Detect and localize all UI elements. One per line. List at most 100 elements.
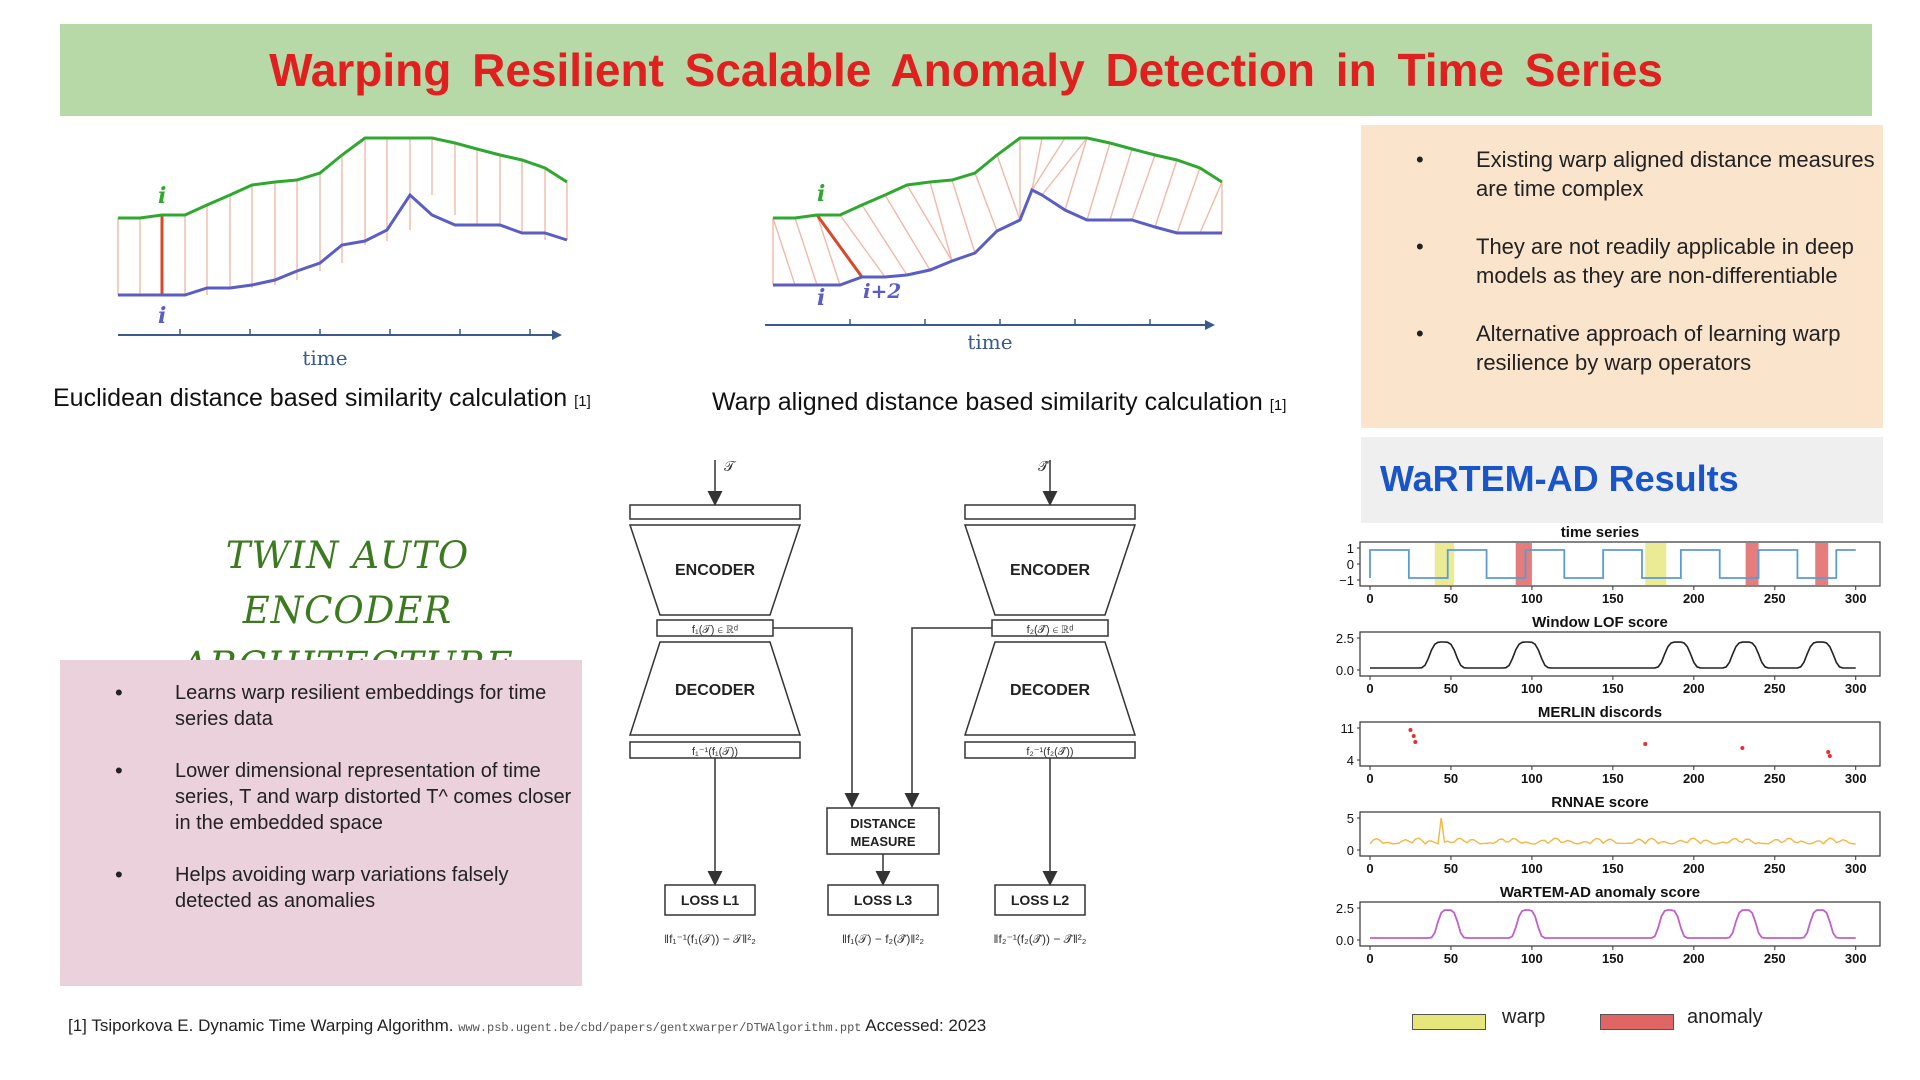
- embedding-left-label: f₁(𝒯) ∈ ℝᵈ: [692, 624, 738, 636]
- x-tick-label: 300: [1845, 861, 1867, 876]
- x-tick-label: 100: [1521, 591, 1543, 606]
- warp-i-bottom-label: i: [817, 285, 825, 311]
- legend-warp-swatch: [1412, 1014, 1486, 1030]
- x-tick-label: 150: [1602, 951, 1624, 966]
- euclidean-caption-ref: [1]: [574, 393, 591, 410]
- time-series-line: [1369, 549, 1856, 579]
- euclidean-blue-series: [118, 192, 568, 297]
- anomaly-band: [1745, 543, 1759, 585]
- x-tick-label: 0: [1366, 951, 1373, 966]
- decoder-left: [628, 641, 802, 736]
- recon-right-label: f₂⁻¹(f₂(𝒯̂)): [1026, 746, 1073, 758]
- twin-bullet: Helps avoiding warp variations falsely d…: [60, 862, 582, 914]
- x-tick-label: 250: [1764, 681, 1786, 696]
- euclidean-caption: Euclidean distance based similarity calc…: [53, 384, 591, 413]
- x-tick-label: 150: [1602, 591, 1624, 606]
- input-left-bar: [629, 504, 801, 520]
- input-right-bar: [964, 504, 1136, 520]
- warp-i-plus-2-label: i+2: [863, 279, 901, 303]
- input-left-label: 𝒯: [724, 458, 737, 474]
- rnnae-score-line: [1369, 817, 1856, 845]
- x-tick-label: 100: [1521, 771, 1543, 786]
- panel-frame: [1359, 631, 1881, 677]
- twin-heading-line1: TWIN AUTO ENCODER: [225, 534, 470, 632]
- lof-score-line: [1370, 641, 1856, 669]
- warp-caption: Warp aligned distance based similarity c…: [712, 388, 1286, 417]
- distance-label-line2: MEASURE: [850, 834, 915, 849]
- distance-label-line1: DISTANCE: [850, 816, 916, 831]
- encoder-right: [963, 524, 1137, 616]
- x-tick-label: 50: [1444, 951, 1458, 966]
- euclid-i-top-label: i: [158, 183, 166, 209]
- y-tick-label: 0: [1347, 557, 1354, 572]
- x-tick-label: 250: [1764, 591, 1786, 606]
- merlin-discord-point: [1643, 742, 1648, 746]
- poster-title: Warping Resilient Scalable Anomaly Detec…: [269, 44, 1663, 96]
- y-tick-label: 2.5: [1336, 901, 1354, 916]
- legend-anomaly-swatch: [1600, 1014, 1674, 1030]
- footnote-url: www.psb.ugent.be/cbd/papers/gentxwarper/…: [458, 1021, 862, 1035]
- x-tick-label: 300: [1845, 591, 1867, 606]
- warp-band: [1434, 543, 1455, 585]
- x-tick-label: 250: [1764, 771, 1786, 786]
- warp-green-series: [773, 136, 1223, 220]
- loss-l1-formula: ‖f₁⁻¹(f₁(𝒯)) − 𝒯‖²₂: [664, 932, 756, 946]
- x-tick-label: 200: [1683, 861, 1705, 876]
- x-tick-label: 300: [1845, 681, 1867, 696]
- y-tick-label: 11: [1341, 721, 1355, 736]
- summary-bullet: Existing warp aligned distance measures …: [1361, 145, 1883, 203]
- x-tick-label: 200: [1683, 681, 1705, 696]
- input-right-label: 𝒯̂: [1038, 458, 1051, 474]
- x-tick-label: 0: [1366, 681, 1373, 696]
- y-tick-label: 4: [1347, 753, 1354, 768]
- footnote-accessed: Accessed: 2023: [865, 1016, 987, 1035]
- summary-bullet: Alternative approach of learning warp re…: [1361, 319, 1883, 377]
- warp-i-top-label: i: [817, 181, 825, 207]
- panel-title: time series: [1561, 524, 1639, 541]
- loss-l2-formula: ‖f₂⁻¹(f₂(𝒯̂)) − 𝒯̂‖²₂: [994, 932, 1087, 946]
- decoder-right-label: DECODER: [1010, 682, 1090, 699]
- y-tick-label: 0.0: [1336, 933, 1354, 948]
- encoder-right-label: ENCODER: [1010, 562, 1090, 579]
- footnote-text: [1] Tsiporkova E. Dynamic Time Warping A…: [68, 1016, 454, 1035]
- merlin-discord-point: [1740, 746, 1745, 750]
- x-tick-label: 200: [1683, 591, 1705, 606]
- warp-caption-text: Warp aligned distance based similarity c…: [712, 388, 1263, 416]
- embedding-right-label: f₂(𝒯̂) ∈ ℝᵈ: [1027, 624, 1074, 636]
- results-title: WaRTEM-AD Results: [1380, 458, 1739, 499]
- decoder-right: [963, 641, 1137, 736]
- warp-caption-ref: [1]: [1269, 397, 1287, 414]
- x-tick-label: 100: [1521, 861, 1543, 876]
- loss-l1-label: LOSS L1: [681, 892, 740, 908]
- x-tick-label: 0: [1366, 771, 1373, 786]
- x-tick-label: 150: [1602, 861, 1624, 876]
- x-tick-label: 0: [1366, 591, 1373, 606]
- decoder-left-label: DECODER: [675, 682, 755, 699]
- x-tick-label: 150: [1602, 681, 1624, 696]
- summary-bullet: They are not readily applicable in deep …: [1361, 232, 1883, 290]
- merlin-discord-point: [1826, 750, 1831, 754]
- time-axis-label: time: [967, 330, 1012, 354]
- loss-l2-label: LOSS L2: [1011, 892, 1070, 908]
- time-axis-label: time: [302, 346, 347, 370]
- merlin-discord-point: [1827, 754, 1832, 758]
- panel-frame: [1359, 811, 1881, 857]
- euclidean-green-series: [118, 136, 568, 220]
- euclidean-distance-illustration: time i i: [117, 136, 568, 370]
- y-tick-label: −1: [1339, 573, 1354, 588]
- x-tick-label: 50: [1444, 771, 1458, 786]
- twin-autoencoder-diagram: 𝒯 ENCODER f₁(𝒯) ∈ ℝᵈ DECODER f₁⁻¹(f₁(𝒯))…: [628, 458, 1137, 946]
- recon-left-label: f₁⁻¹(f₁(𝒯)): [692, 746, 738, 758]
- title-banner: [60, 24, 1872, 116]
- merlin-discord-point: [1411, 734, 1416, 738]
- euclid-i-bottom-label: i: [158, 303, 166, 329]
- x-tick-label: 100: [1521, 951, 1543, 966]
- y-tick-label: 2.5: [1336, 631, 1354, 646]
- loss-l3-label: LOSS L3: [854, 892, 913, 908]
- twin-features-box: Learns warp resilient embeddings for tim…: [60, 660, 582, 986]
- x-tick-label: 100: [1521, 681, 1543, 696]
- euclidean-connector-lines: [117, 138, 568, 295]
- warp-blue-series: [773, 187, 1222, 287]
- legend-warp-label: warp: [1502, 1006, 1546, 1028]
- results-header: [1361, 437, 1883, 523]
